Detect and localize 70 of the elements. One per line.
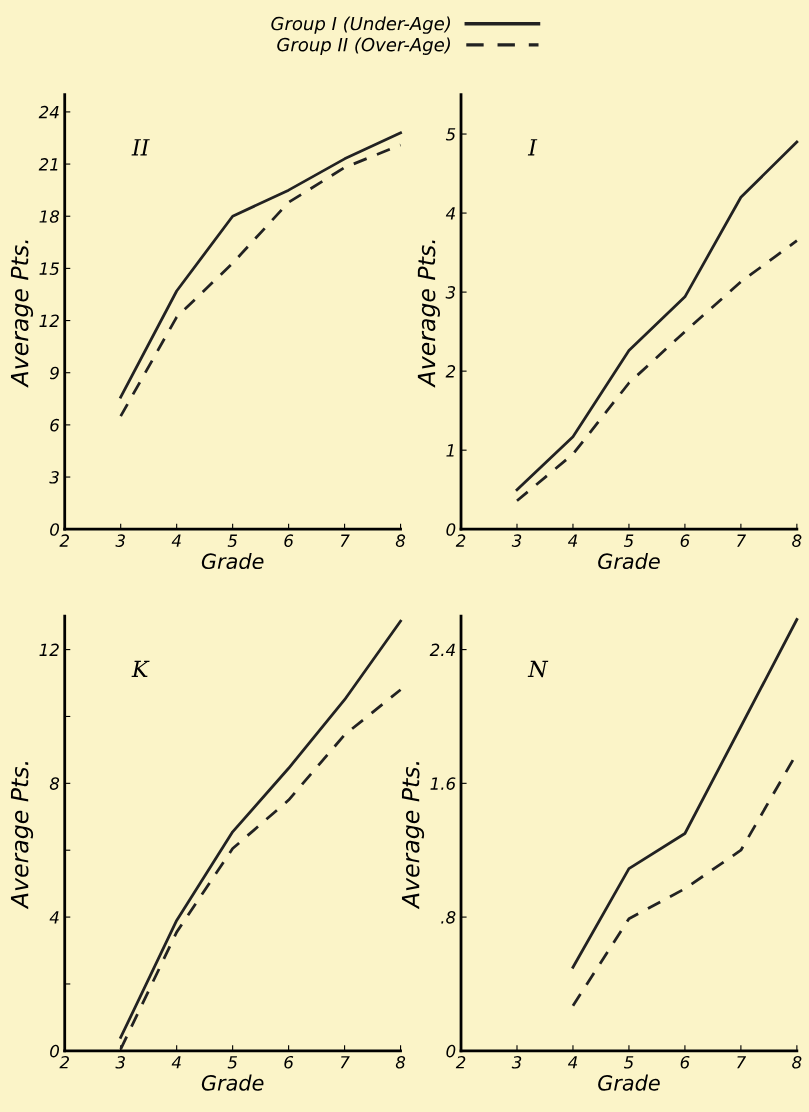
y-tick-label: 4: [445, 207, 455, 220]
annotation: K: [131, 660, 150, 678]
annotation: N: [527, 660, 549, 678]
legend-label: Group I (Under-Age): [271, 16, 450, 34]
x-axis-title: Grade: [201, 552, 264, 570]
x-tick-label: 2: [59, 1056, 69, 1069]
x-tick-label: 5: [623, 534, 634, 547]
x-tick-label: 6: [284, 534, 294, 547]
x-tick-label: 7: [737, 534, 747, 547]
x-tick-label: 3: [115, 534, 125, 547]
y-tick-label: 15: [39, 262, 59, 275]
x-tick-label: 6: [284, 1056, 294, 1069]
x-tick-label: 4: [171, 1056, 181, 1069]
x-tick-label: 8: [792, 534, 802, 547]
y-tick-label: 12: [39, 314, 59, 327]
y-tick-label: 1: [446, 444, 454, 457]
y-axis-title: Average Pts.: [10, 240, 34, 388]
x-tick-label: 2: [59, 534, 69, 547]
x-tick-label: 8: [395, 534, 406, 547]
x-tick-label: 5: [623, 1056, 634, 1069]
line-series: [571, 618, 799, 969]
y-tick-label: 3: [445, 286, 456, 299]
y-tick-label: .8: [441, 911, 456, 924]
y-tick-label: 9: [49, 366, 59, 380]
y-tick-label: 0: [50, 523, 60, 536]
line-series: [119, 619, 402, 1039]
legend-label: Group II (Over-Age): [277, 37, 450, 55]
y-tick-label: 21: [38, 158, 58, 171]
line-series: [515, 140, 799, 492]
y-tick-label: 0: [446, 1044, 456, 1058]
y-tick-label: 2.4: [429, 643, 455, 656]
x-axis-title: Grade: [201, 1074, 264, 1091]
x-tick-label: 8: [395, 1056, 406, 1069]
x-tick-label: 8: [792, 1056, 802, 1069]
annotation: II: [131, 139, 150, 156]
y-tick-label: 1.6: [430, 777, 456, 790]
y-axis-title: Average Pts.: [10, 762, 34, 910]
x-tick-label: 2: [455, 534, 466, 547]
x-tick-label: 5: [227, 1056, 238, 1069]
y-tick-label: 0: [50, 1044, 60, 1058]
y-tick-label: 8: [49, 777, 60, 790]
x-tick-label: 2: [455, 1056, 466, 1069]
x-tick-label: 3: [511, 534, 522, 547]
y-axis-title: Average Pts.: [417, 240, 440, 388]
x-tick-label: 7: [340, 534, 350, 547]
y-tick-label: 0: [446, 523, 456, 536]
x-tick-label: 3: [115, 1056, 125, 1069]
y-tick-label: 4: [49, 911, 59, 924]
line-series: [515, 239, 799, 503]
y-tick-label: 24: [38, 105, 59, 119]
x-tick-label: 4: [171, 534, 181, 547]
x-tick-label: 6: [680, 534, 690, 547]
x-tick-label: 4: [567, 1056, 578, 1069]
line-series: [119, 688, 402, 1051]
y-tick-label: 5: [445, 128, 456, 141]
x-tick-label: 7: [737, 1056, 747, 1069]
x-tick-label: 7: [340, 1056, 350, 1069]
y-tick-label: 2: [445, 365, 456, 378]
y-axis-title: Average Pts.: [401, 762, 425, 910]
x-axis-title: Grade: [598, 1074, 660, 1091]
x-tick-label: 6: [680, 1056, 690, 1069]
x-tick-label: 3: [511, 1056, 522, 1069]
annotation: I: [527, 139, 538, 156]
x-tick-label: 4: [567, 534, 578, 547]
y-tick-label: 6: [50, 418, 60, 432]
y-tick-label: 3: [49, 471, 59, 484]
y-tick-label: 18: [39, 210, 60, 223]
y-tick-label: 12: [39, 643, 59, 656]
x-axis-title: Grade: [598, 552, 660, 570]
x-tick-label: 5: [227, 534, 238, 547]
